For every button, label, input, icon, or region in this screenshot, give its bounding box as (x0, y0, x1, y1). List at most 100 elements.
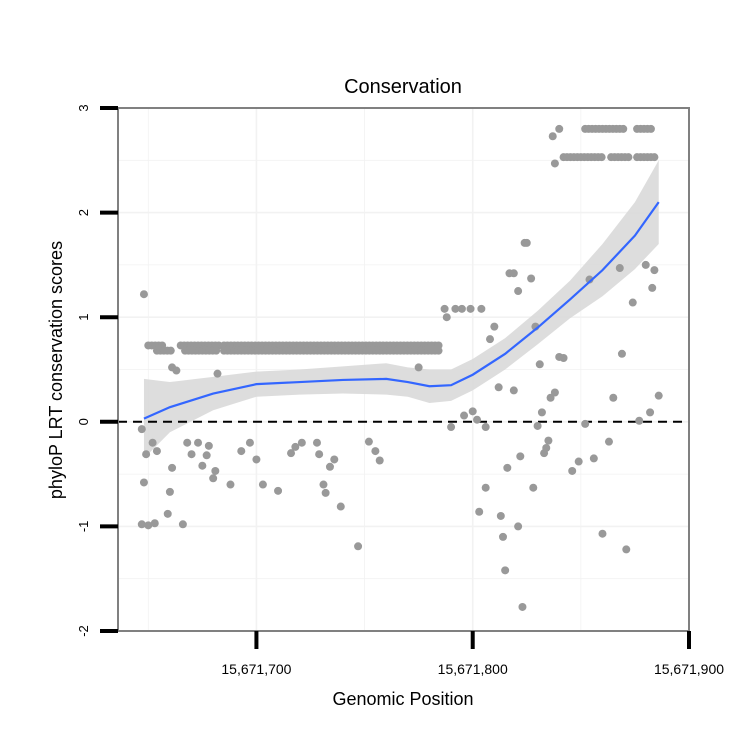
y-tick-label: 3 (76, 104, 91, 111)
data-point (533, 421, 542, 430)
data-point (604, 437, 613, 446)
data-point (178, 520, 187, 529)
data-point (468, 407, 477, 416)
x-axis-label: Genomic Position (332, 689, 473, 709)
data-point (550, 159, 559, 168)
data-point (442, 313, 451, 322)
data-point (375, 456, 384, 465)
y-axis-label: phyloP LRT conservation scores (46, 241, 66, 499)
data-point (481, 483, 490, 492)
data-point (209, 474, 218, 483)
data-point (622, 545, 631, 554)
data-point (518, 602, 527, 611)
data-point (585, 275, 594, 284)
data-point (529, 483, 538, 492)
data-point (148, 438, 157, 447)
data-point (509, 269, 518, 278)
panel-border (117, 107, 690, 632)
data-point (150, 519, 159, 528)
x-tick-label: 15,671,700 (221, 661, 291, 677)
data-point (574, 457, 583, 466)
data-point (144, 521, 153, 530)
data-point (496, 511, 505, 520)
data-point (628, 298, 637, 307)
data-point (258, 480, 267, 489)
data-point (646, 124, 655, 133)
data-point (581, 419, 590, 428)
data-point (165, 487, 174, 496)
data-point (371, 447, 380, 456)
data-point (473, 415, 482, 424)
x-tick-label: 15,671,800 (438, 661, 508, 677)
data-point (252, 455, 261, 464)
data-point (451, 304, 460, 313)
data-point (166, 346, 175, 355)
data-point (650, 153, 659, 162)
data-point (494, 383, 503, 392)
data-point (172, 366, 181, 375)
data-point (202, 451, 211, 460)
chart-title: Conservation (344, 76, 462, 98)
data-point (354, 542, 363, 551)
data-point (650, 266, 659, 275)
data-point (522, 238, 531, 247)
data-point (597, 153, 606, 162)
data-point (544, 436, 553, 445)
data-point (654, 391, 663, 400)
data-point (617, 349, 626, 358)
data-point (457, 304, 466, 313)
data-point (414, 363, 423, 372)
data-point (137, 520, 146, 529)
data-point (447, 423, 456, 432)
data-point (319, 480, 328, 489)
data-point (503, 463, 512, 472)
data-point (183, 438, 192, 447)
data-point (501, 566, 510, 575)
points-layer (137, 124, 663, 611)
x-tick-label: 15,671,900 (654, 661, 724, 677)
data-point (550, 388, 559, 397)
data-point (641, 260, 650, 269)
data-point (481, 423, 490, 432)
y-tick-label: 0 (76, 418, 91, 425)
data-point (287, 449, 296, 458)
data-point (559, 353, 568, 362)
data-point (555, 124, 564, 133)
data-point (486, 335, 495, 344)
data-point (648, 283, 657, 292)
data-point (598, 529, 607, 538)
data-point (498, 532, 507, 541)
smooth-trend-line (143, 201, 660, 420)
data-point (274, 486, 283, 495)
data-point (542, 443, 551, 452)
data-point (460, 411, 469, 420)
data-point (537, 408, 546, 417)
data-point (325, 462, 334, 471)
data-point (139, 478, 148, 487)
axes-layer: -2 -1 0 1 2 3 15,671,700 15,671,800 15,671,900 (76, 104, 724, 677)
data-point (137, 425, 146, 434)
data-point (163, 509, 172, 518)
data-point (364, 437, 373, 446)
data-point (514, 522, 523, 531)
data-point (291, 442, 300, 451)
data-point (139, 290, 148, 299)
data-point (336, 502, 345, 511)
smooth-line-layer (143, 201, 660, 420)
data-point (198, 461, 207, 470)
data-point (321, 488, 330, 497)
data-point (514, 287, 523, 296)
data-point (548, 132, 557, 141)
data-point (568, 466, 577, 475)
data-point (475, 507, 484, 516)
data-point (589, 454, 598, 463)
data-point (245, 438, 254, 447)
data-point (615, 264, 624, 273)
data-point (477, 304, 486, 313)
data-point (226, 480, 235, 489)
data-point (194, 438, 203, 447)
grid-lines (118, 107, 690, 632)
data-point (330, 455, 339, 464)
data-point (168, 463, 177, 472)
